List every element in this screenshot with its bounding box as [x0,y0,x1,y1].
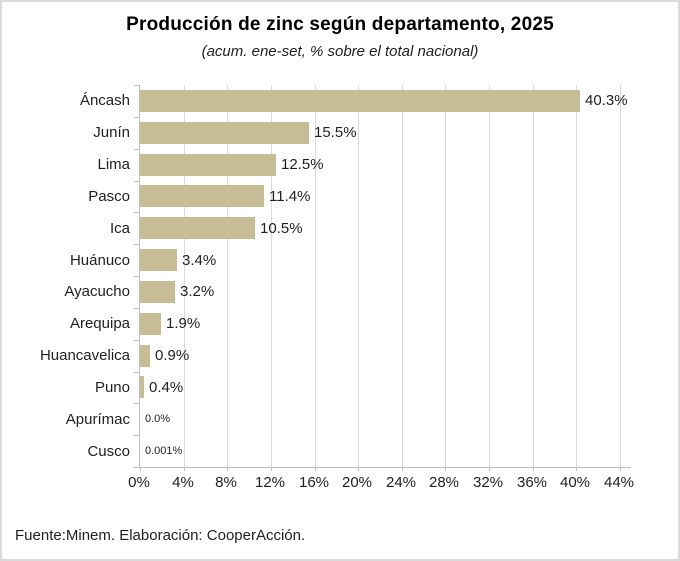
x-axis-tick [184,467,185,471]
category-label: Apurímac [65,410,130,428]
x-tick-label: 32% [472,474,504,491]
x-axis-tick [140,467,141,471]
gridline [227,85,228,467]
chart-subtitle: (acum. ene-set, % sobre el total naciona… [201,43,479,60]
category-label: Junín [93,124,130,142]
value-label: 40.3% [585,92,628,110]
y-axis-category-labels: Áncash Junín Lima Pasco Ica Huánuco Ayacucho Ar… [2,85,130,467]
gridline [184,85,185,467]
value-label: 1.9% [166,315,201,333]
category-label: Huancavelica [39,347,130,365]
value-label: 0.9% [155,347,190,365]
y-axis-tick [134,117,139,118]
y-axis-tick [134,435,139,436]
category-label: Ayacucho [64,283,130,301]
gridline [402,85,403,467]
x-axis-tick [315,467,316,471]
x-tick-label: 40% [559,474,591,491]
x-tick-label: 36% [516,474,548,491]
category-label: Cusco [87,442,130,460]
y-axis-tick [134,85,139,86]
x-axis-tick [227,467,228,471]
x-axis-tick [620,467,621,471]
value-label: 15.5% [314,124,357,142]
category-label: Arequipa [69,315,130,333]
value-label: 10.5% [260,219,303,237]
gridline [445,85,446,467]
value-label: 3.2% [180,283,215,301]
y-axis-tick [134,181,139,182]
category-label: Puno [94,378,130,396]
bar-lima [140,154,276,176]
x-tick-label: 24% [385,474,417,491]
category-label: Huánuco [69,251,130,269]
x-axis-tick [533,467,534,471]
value-label: 0.0% [145,413,171,426]
x-tick-label: 12% [254,474,286,491]
category-label: Pasco [88,187,130,205]
gridline [315,85,316,467]
y-axis-tick [134,340,139,341]
x-tick-label: 0% [128,474,150,491]
bar-ayacucho [140,281,175,303]
x-tick-label: 20% [341,474,373,491]
y-axis-tick [134,212,139,213]
y-axis-tick [134,276,139,277]
plot-area: 40.3% 15.5% 12.5% 11.4% 10.5% 3.4% 3.2% 1.9% 0.9… [134,85,631,471]
gridline [489,85,490,467]
value-label: 0.001% [145,445,183,458]
x-axis-tick [358,467,359,471]
bar-junín [140,122,309,144]
bar-pasco [140,185,264,207]
gridline [271,85,272,467]
gridline [358,85,359,467]
x-axis-tick [445,467,446,471]
gridline [533,85,534,467]
value-label: 12.5% [281,156,324,174]
chart-title: Producción de zinc según departamento, 2… [126,14,554,35]
bar-huánuco [140,249,177,271]
value-label: 11.4% [269,187,311,205]
y-axis-tick [134,308,139,309]
y-axis-tick [134,244,139,245]
y-axis-tick [134,149,139,150]
gridline [576,85,577,467]
x-axis-tick-labels: 0% 4% 8% 12% 16% 20% 24% 28% 32% 36% 40% 44% [128,474,634,494]
y-axis-tick [134,372,139,373]
x-axis-tick [402,467,403,471]
x-tick-label: 44% [603,474,635,491]
x-axis-tick [576,467,577,471]
bar-ica [140,217,255,239]
category-label: Áncash [79,92,130,110]
x-tick-label: 4% [172,474,194,491]
value-label: 0.4% [149,378,184,396]
x-axis-tick [489,467,490,471]
x-tick-label: 28% [428,474,460,491]
value-label: 3.4% [182,251,217,269]
x-tick-label: 16% [298,474,330,491]
bar-áncash [140,90,580,112]
bar-puno [140,376,144,398]
source-note: Fuente:Minem. Elaboración: CooperAcción. [15,527,306,544]
bar-huancavelica [140,345,150,367]
y-axis-tick [134,403,139,404]
y-axis-tick [134,467,139,468]
category-label: Ica [109,219,130,237]
category-label: Lima [97,156,130,174]
x-tick-label: 8% [215,474,237,491]
gridline [620,85,621,467]
bar-arequipa [140,313,161,335]
x-axis-tick [271,467,272,471]
